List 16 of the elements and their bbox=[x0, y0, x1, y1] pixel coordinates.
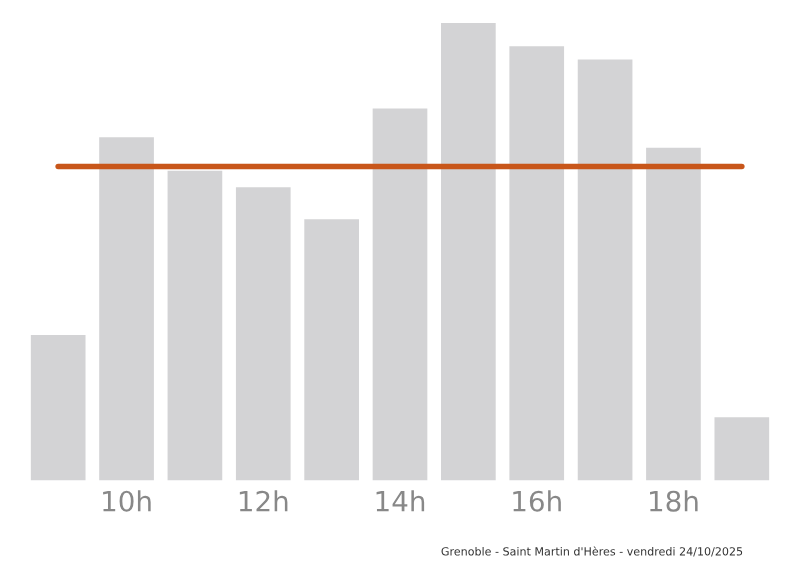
x-tick-label: 16h bbox=[513, 490, 561, 512]
x-tick-label: 18h bbox=[650, 490, 698, 512]
bar bbox=[99, 137, 154, 481]
x-tick-label: 12h bbox=[239, 490, 288, 512]
x-tick-label: 10h bbox=[103, 490, 151, 512]
bar bbox=[441, 22, 496, 481]
bar bbox=[235, 187, 291, 481]
bar bbox=[167, 170, 223, 481]
bar bbox=[577, 59, 633, 481]
bar bbox=[646, 147, 701, 481]
bar bbox=[372, 108, 428, 481]
x-tick-label: 14h bbox=[376, 490, 425, 512]
bar bbox=[30, 334, 86, 481]
bar bbox=[509, 46, 565, 481]
bar bbox=[714, 417, 770, 481]
bar bbox=[304, 219, 359, 481]
